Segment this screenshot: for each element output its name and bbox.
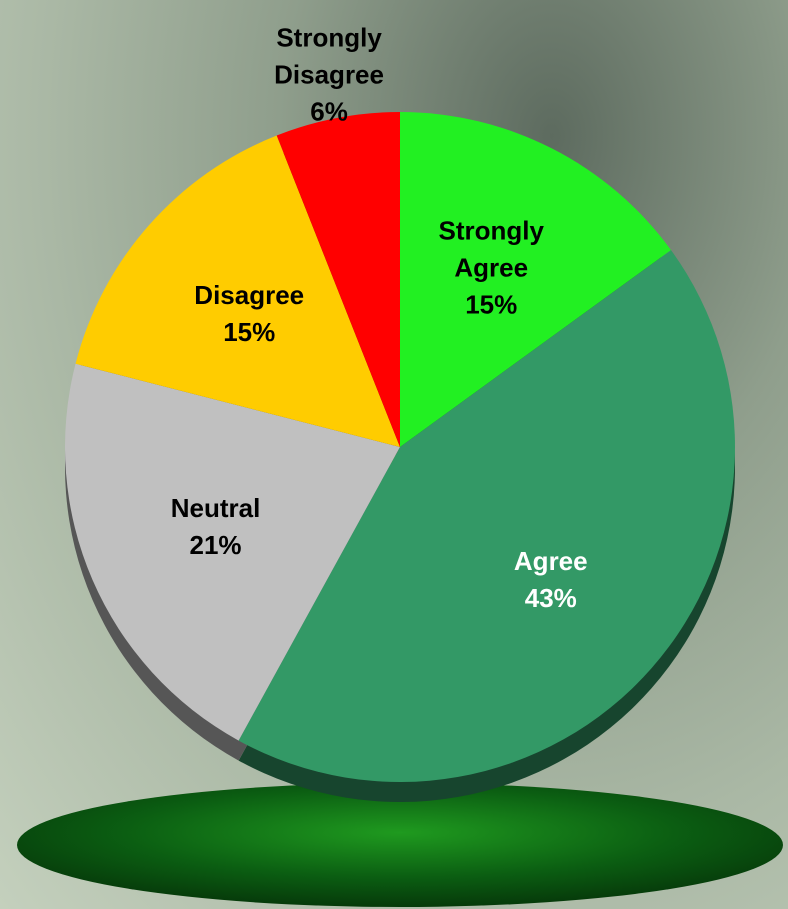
slice — [75, 135, 400, 447]
category-label: Neutral — [170, 492, 261, 523]
slice — [238, 250, 736, 783]
slice-label: Strongly Disagree 6% — [264, 20, 394, 131]
value-label: 6% — [310, 96, 348, 127]
value-label: 15% — [223, 317, 276, 348]
category-label: Strongly Agree — [438, 215, 544, 283]
category-label: Agree — [513, 545, 588, 576]
value-label: 15% — [465, 289, 518, 320]
category-label: Disagree — [194, 280, 305, 311]
slice-label: Disagree 15% — [184, 277, 314, 351]
slice-label: Strongly Agree 15% — [426, 212, 556, 323]
category-label: Strongly Disagree — [274, 22, 384, 90]
slice — [400, 112, 672, 447]
slice-label: Agree 43% — [486, 543, 616, 617]
value-label: 21% — [189, 529, 242, 560]
pedestal — [17, 783, 783, 907]
slice — [276, 112, 400, 447]
slice — [64, 363, 401, 741]
slice-label: Neutral 21% — [151, 490, 281, 564]
value-label: 43% — [524, 582, 577, 613]
pie — [64, 112, 736, 783]
